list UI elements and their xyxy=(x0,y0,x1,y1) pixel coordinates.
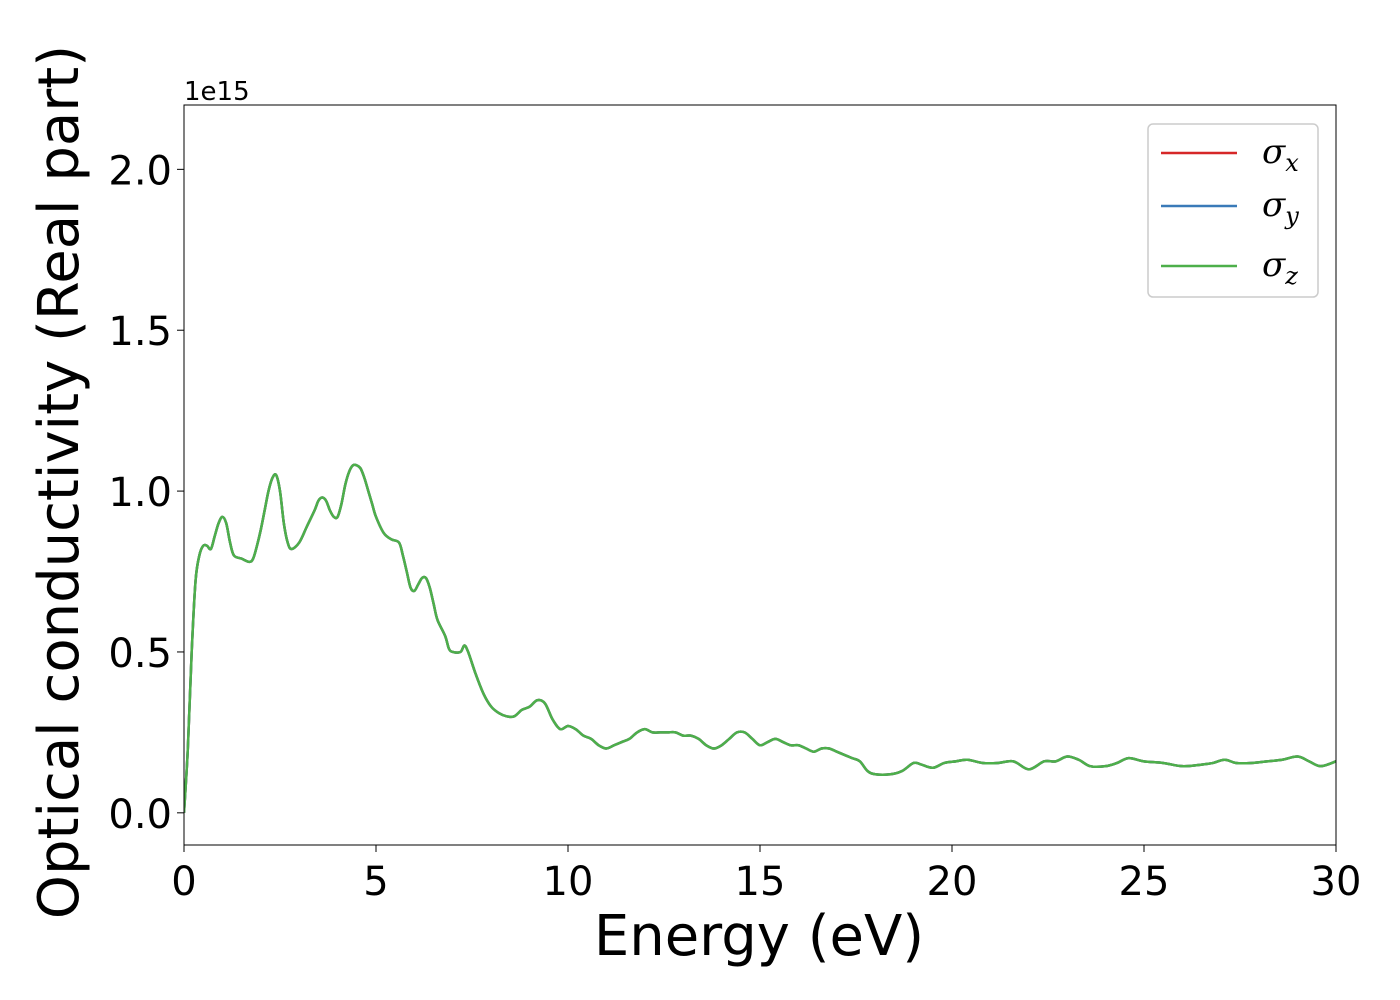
x-tick-label: 30 xyxy=(1311,859,1362,905)
y-tick-label: 1.5 xyxy=(108,309,172,355)
legend-subscript: x xyxy=(1285,149,1299,177)
x-tick-label: 15 xyxy=(735,859,786,905)
x-tick-label: 5 xyxy=(363,859,388,905)
y-tick-label: 0.0 xyxy=(108,792,172,838)
legend-label-z: σz xyxy=(1262,245,1298,290)
x-tick-label: 10 xyxy=(543,859,594,905)
legend-symbol: σ xyxy=(1262,132,1286,172)
legend-label-x: σx xyxy=(1262,132,1299,177)
legend-symbol: σ xyxy=(1262,185,1286,225)
y-tick-label: 0.5 xyxy=(108,631,172,677)
legend-label-y: σy xyxy=(1262,185,1299,230)
x-axis-label: Energy (eV) xyxy=(594,904,924,969)
x-tick-label: 25 xyxy=(1119,859,1170,905)
legend-subscript: z xyxy=(1284,262,1298,290)
y-axis-label: Optical conductivity (Real part) xyxy=(27,45,92,919)
y-tick-label: 1.0 xyxy=(108,470,172,516)
legend-box xyxy=(1147,123,1319,298)
legend-subscript: y xyxy=(1284,202,1299,230)
x-tick-label: 20 xyxy=(927,859,978,905)
x-axis-ticks: 0 5 10 15 20 25 30 xyxy=(171,845,1361,905)
plot-lines xyxy=(184,463,1336,813)
y-tick-label: 2.0 xyxy=(108,148,172,194)
series-line-z xyxy=(184,463,1336,813)
legend-symbol: σ xyxy=(1262,245,1286,285)
y-axis-ticks: 0.0 0.5 1.0 1.5 2.0 xyxy=(108,148,184,838)
x-tick-label: 0 xyxy=(171,859,196,905)
y-offset-label: 1e15 xyxy=(184,77,250,107)
